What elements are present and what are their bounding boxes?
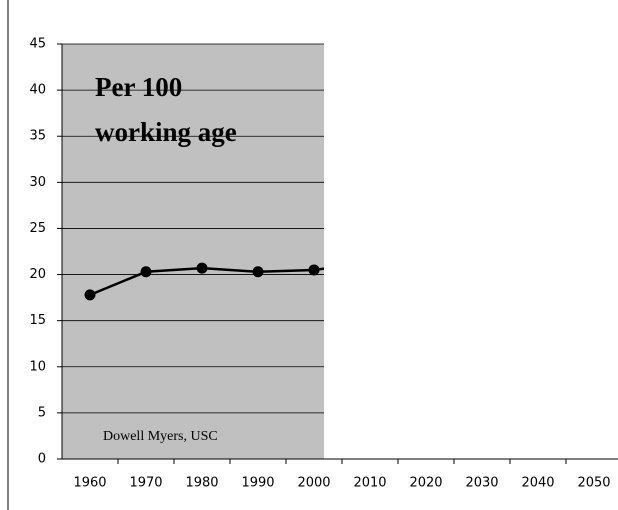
y-tick-label: 30 [29, 175, 46, 190]
x-tick-label: 2000 [297, 476, 330, 491]
point [365, 257, 376, 268]
annotation: working age [95, 117, 237, 147]
point [140, 266, 152, 278]
y-tick-label: 40 [29, 83, 46, 98]
point [308, 264, 320, 276]
point [252, 266, 264, 278]
y-tick-label: 10 [29, 359, 46, 374]
y-tick-label: 35 [29, 129, 46, 144]
x-tick-label: 2030 [465, 476, 498, 491]
y-tick-label: 5 [38, 405, 46, 420]
y-tick-label: 45 [29, 37, 46, 52]
y-tick-label: 0 [38, 452, 46, 467]
x-tick-label: 1980 [185, 476, 218, 491]
x-tick-label: 2010 [353, 476, 386, 491]
point [196, 262, 208, 274]
y-tick-label: 15 [29, 313, 46, 328]
x-tick-label: 2050 [577, 476, 610, 491]
x-tick-label: 1990 [241, 476, 274, 491]
y-tick-label: 25 [29, 221, 46, 236]
source: Dowell Myers, USC [103, 429, 218, 444]
x-tick-label: 2020 [409, 476, 442, 491]
x-tick-label: 1960 [73, 476, 106, 491]
x-tick-label: 1970 [129, 476, 162, 491]
x-tick-label: 2040 [521, 476, 554, 491]
annotation: Per 100 [95, 72, 182, 102]
line [89, 266, 324, 296]
y-tick-label: 20 [29, 267, 46, 282]
plot-area [62, 44, 324, 459]
point [84, 289, 96, 301]
